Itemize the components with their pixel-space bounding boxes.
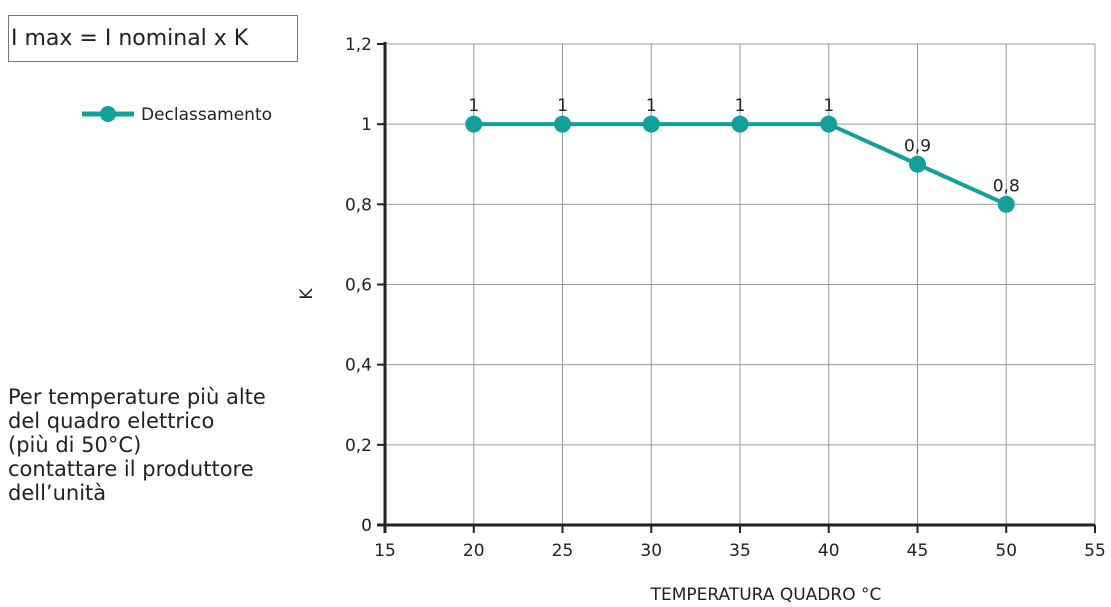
y-tick-label: 0,8 [345,195,372,215]
series-group: 1 1 1 1 1 0,9 0,8 [465,96,1020,213]
grid [385,43,1096,525]
x-axis-title: TEMPERATURA QUADRO °C [650,585,882,605]
data-point [554,115,571,133]
data-label: 1 [468,96,479,116]
x-tick-label: 55 [1084,541,1106,561]
y-tick-label: 0,4 [345,356,372,376]
x-tick-label: 50 [995,541,1017,561]
note-line: del quadro elettrico [8,409,215,433]
axes [377,42,1096,533]
data-label: 1 [646,96,657,116]
data-point [731,115,749,133]
data-label: 0,9 [904,136,931,156]
x-tick-label: 15 [374,541,396,561]
legend: Declassamento [82,105,272,125]
y-tick-label: 1 [361,115,372,135]
y-tick-label: 0,6 [345,276,372,296]
data-label: 1 [735,96,746,116]
formula-text: I max = I nominal x K [11,26,249,51]
data-point [820,115,838,133]
note-line: Per temperature più alte [8,385,266,409]
data-point [997,195,1015,213]
data-point [909,155,926,173]
data-point [465,115,483,133]
note-text: Per temperature più alte del quadro elet… [8,385,348,505]
formula-box: I max = I nominal x K [8,15,298,62]
data-point [642,115,660,133]
data-label: 0,8 [993,176,1020,196]
y-tick-label: 0,2 [345,436,372,456]
legend-marker [100,106,116,122]
data-label: 1 [823,96,834,116]
tick-labels: 15 20 25 30 35 40 45 50 55 0 0,2 0,4 0,6 0,8 1 1,2 [345,35,1106,561]
legend-label: Declassamento [141,105,272,125]
data-label: 1 [557,96,568,116]
x-tick-label: 30 [640,541,662,561]
x-tick-label: 35 [729,541,751,561]
note-line: (più di 50°C) [8,433,142,457]
y-axis-title: K [297,288,317,300]
note-line: dell’unità [8,481,107,505]
y-tick-label: 0 [361,516,372,536]
x-tick-label: 45 [907,541,929,561]
y-tick-label: 1,2 [345,35,372,55]
x-tick-label: 25 [552,541,574,561]
x-tick-label: 40 [818,541,840,561]
note-line: contattare il produttore [8,457,254,481]
x-tick-label: 20 [463,541,485,561]
